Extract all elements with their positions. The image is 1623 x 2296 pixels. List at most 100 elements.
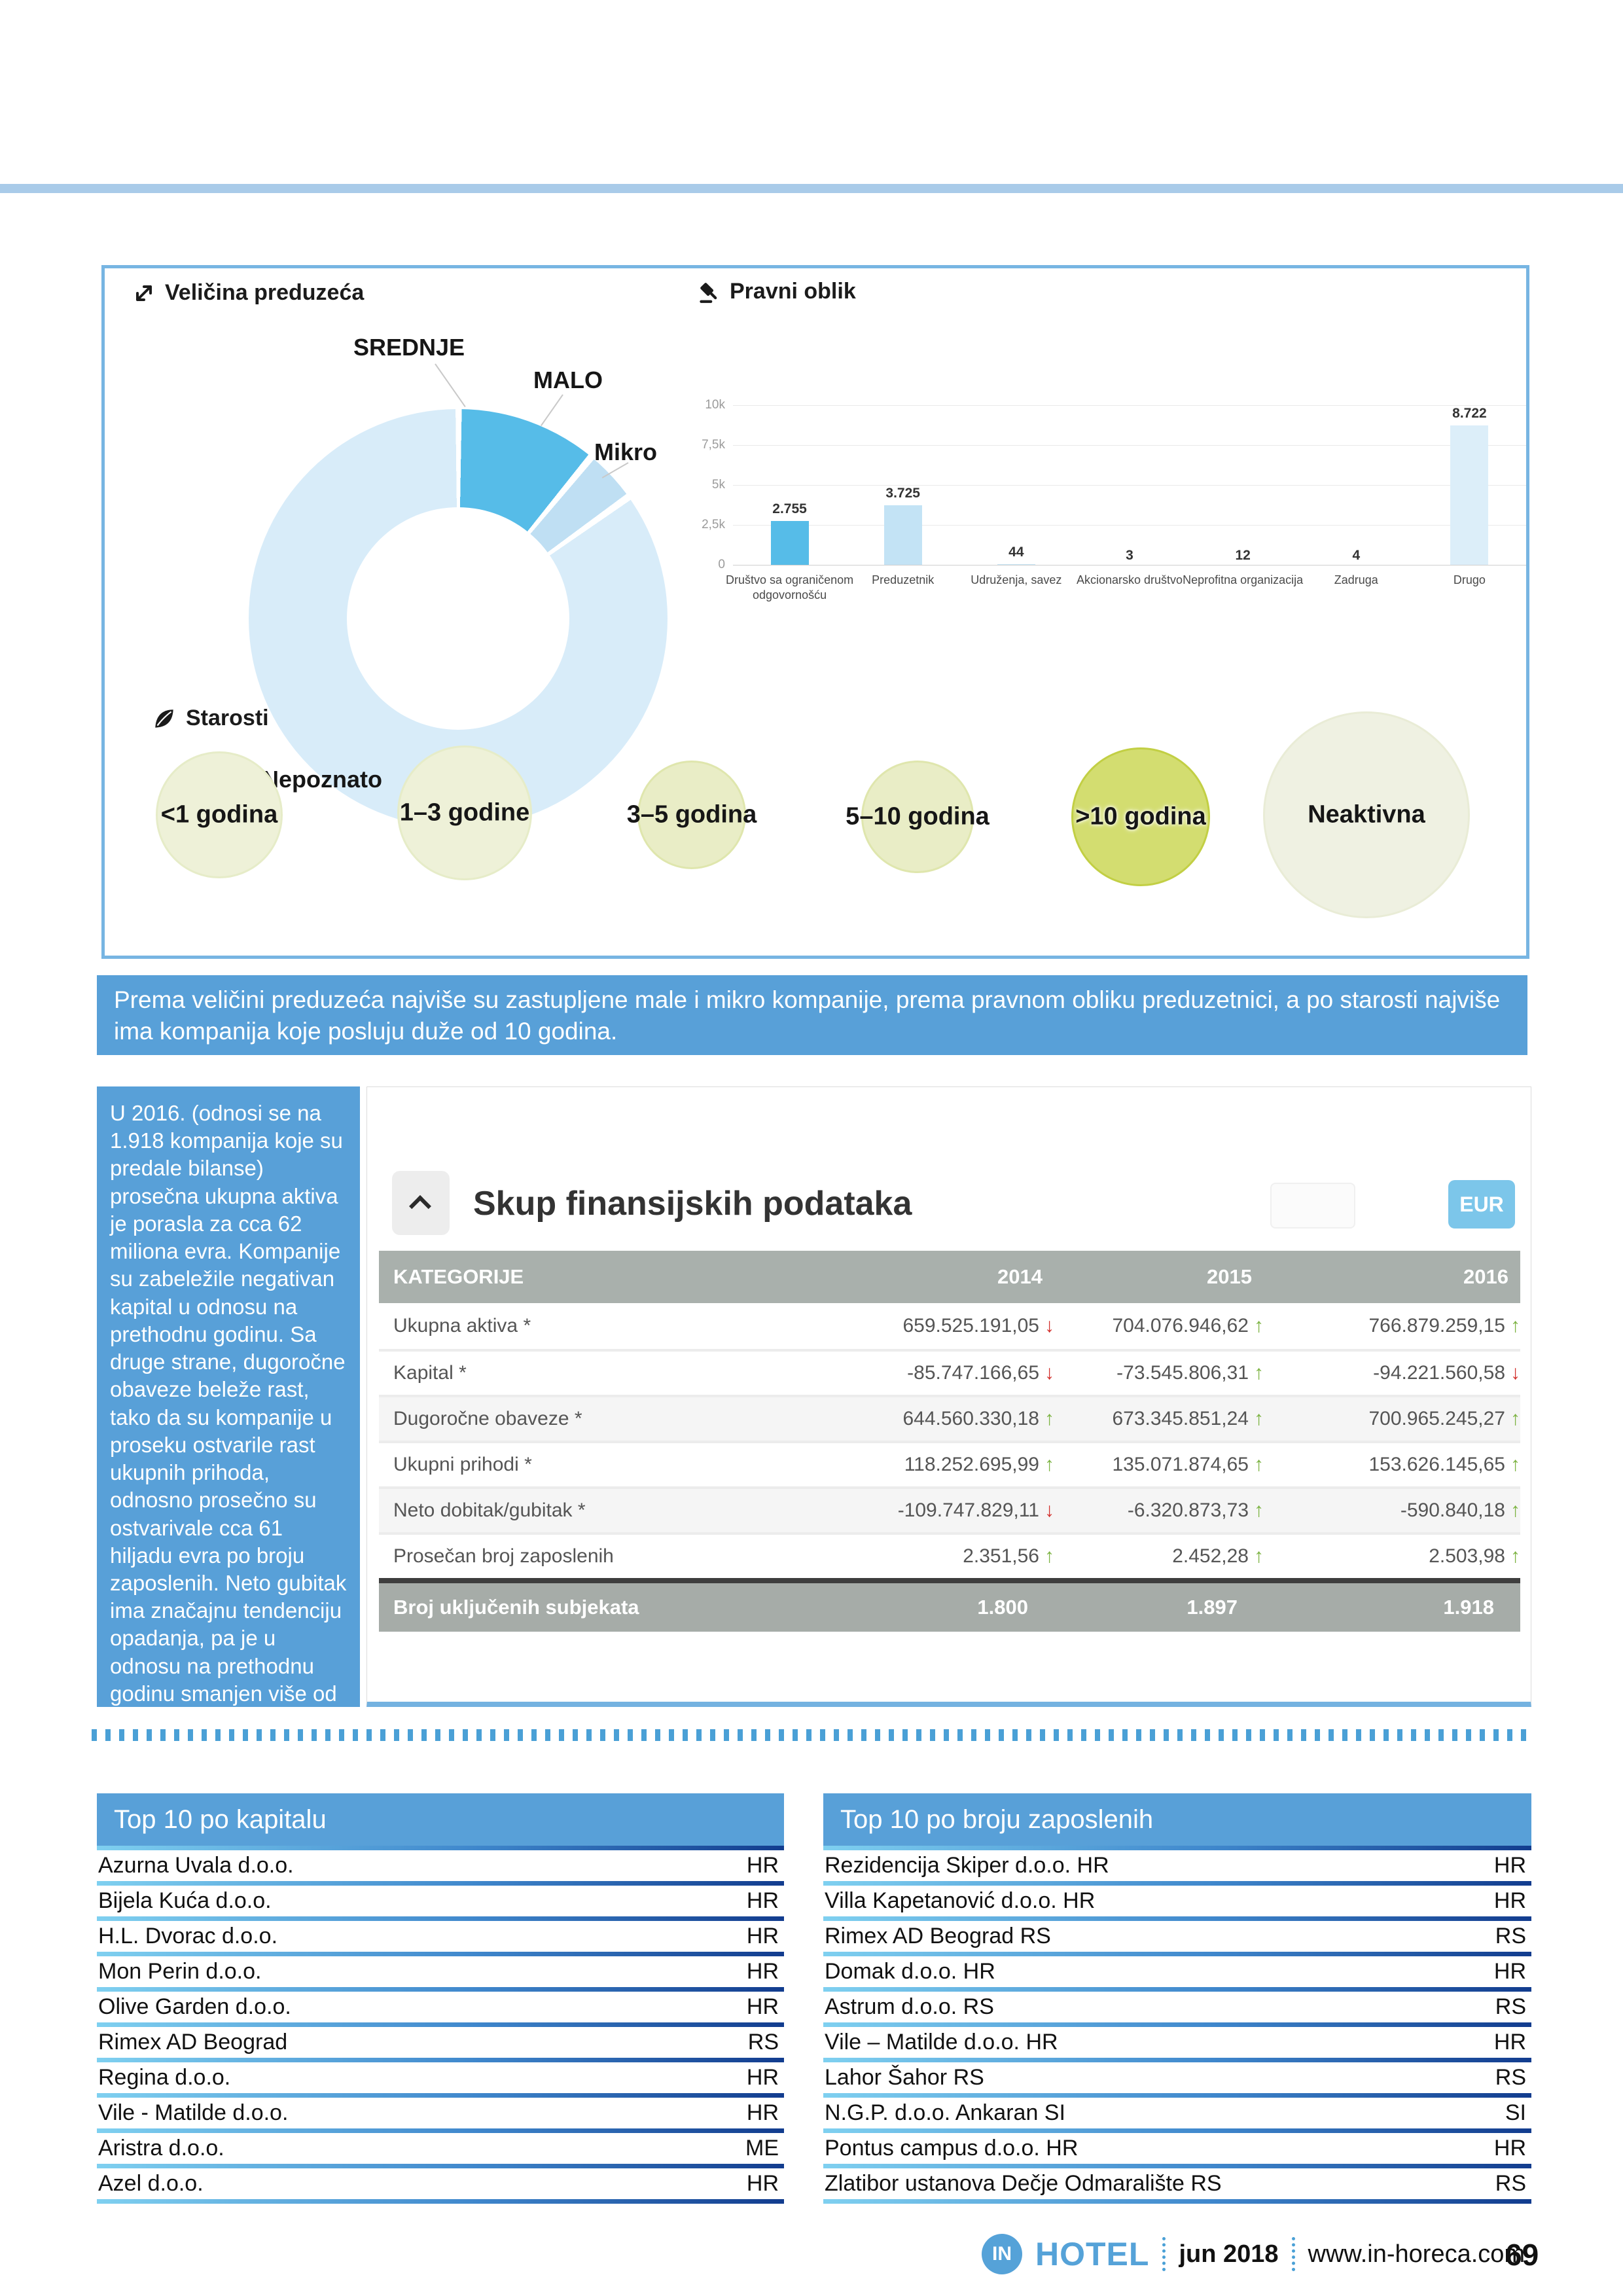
y-axis-tick: 10k bbox=[705, 398, 725, 412]
age-bubble bbox=[397, 745, 532, 880]
legal-form-bar-chart: 10k 7,5k 5k 2,5k 0 2.755 Društvo sa ograničeno… bbox=[694, 398, 1531, 681]
table-row: H.L. Dvorac d.o.o. HR bbox=[97, 1921, 784, 1952]
row-separator bbox=[97, 2164, 784, 2168]
table-row: Zlatibor ustanova Dečje Odmaralište RS RS bbox=[823, 2168, 1531, 2199]
row-label: Ukupna aktiva * bbox=[393, 1315, 531, 1336]
financial-summary-panel: Skup finansijskih podataka EUR KATEGORIJ… bbox=[366, 1086, 1531, 1707]
donut-label-srednje: SREDNJE bbox=[353, 334, 465, 361]
size-section-title: Veličina preduzeća bbox=[165, 280, 365, 305]
financial-value: 153.626.145,65 ↑ bbox=[1264, 1454, 1520, 1476]
bar-value-label: 44 bbox=[1008, 545, 1024, 560]
table-row: Regina d.o.o. HR bbox=[97, 2062, 784, 2093]
legal-section-title: Pravni oblik bbox=[730, 279, 856, 304]
financial-value: 704.076.946,62 ↑ bbox=[1054, 1315, 1264, 1337]
financial-value: 2.503,98 ↑ bbox=[1264, 1545, 1520, 1568]
financial-value: 659.525.191,05 ↓ bbox=[819, 1315, 1054, 1337]
company-name: Domak d.o.o. HR bbox=[825, 1959, 995, 1984]
panel-title: Skup finansijskih podataka bbox=[473, 1185, 912, 1223]
dotted-divider-icon bbox=[1291, 2237, 1295, 2271]
value-number: 118.252.695,99 bbox=[904, 1454, 1039, 1475]
donut-label-malo: MALO bbox=[533, 367, 603, 393]
company-name: N.G.P. d.o.o. Ankaran SI bbox=[825, 2100, 1065, 2125]
page-footer: IN HOTEL jun 2018 www.in-horeca.com bbox=[982, 2231, 1525, 2278]
table-row: Domak d.o.o. HR HR bbox=[823, 1956, 1531, 1987]
top10-capital-rows: Azurna Uvala d.o.o. HR Bijela Kuća d.o.o. H… bbox=[97, 1846, 784, 2204]
company-stats-panel: Veličina preduzeća SREDNJE MALO Mikro Ne… bbox=[101, 265, 1529, 959]
country-code: RS bbox=[1495, 1924, 1526, 1948]
financial-value: -94.221.560,58 ↓ bbox=[1264, 1362, 1520, 1384]
age-bubble-label: Neaktivna bbox=[1308, 800, 1425, 829]
age-bubble-label: >10 godina bbox=[1075, 802, 1206, 831]
bar-category-label: Akcionarsko društvo bbox=[1076, 573, 1183, 586]
caption-bar: Prema veličini preduzeća najviše su zast… bbox=[97, 975, 1527, 1055]
financial-value: 2.452,28 ↑ bbox=[1054, 1545, 1264, 1568]
country-code: HR bbox=[1493, 2030, 1526, 2054]
company-name: Rimex AD Beograd bbox=[98, 2030, 288, 2054]
bar bbox=[1450, 425, 1489, 565]
row-separator bbox=[97, 2022, 784, 2027]
company-name: Rezidencija Skiper d.o.o. HR bbox=[825, 1853, 1109, 1878]
page-number: 69 bbox=[1505, 2238, 1539, 2272]
watermark-box bbox=[1270, 1183, 1355, 1229]
column-header-2015: 2015 bbox=[1207, 1265, 1252, 1288]
financial-value: 135.071.874,65 ↑ bbox=[1054, 1454, 1264, 1476]
bar-value-label: 8.722 bbox=[1452, 406, 1487, 421]
country-code: HR bbox=[746, 1924, 779, 1948]
column-header-2016: 2016 bbox=[1463, 1265, 1508, 1288]
trend-up-icon: ↑ bbox=[1254, 1454, 1264, 1475]
value-number: -85.747.166,65 bbox=[907, 1362, 1039, 1384]
age-bubble bbox=[156, 751, 283, 878]
country-code: HR bbox=[1493, 1888, 1526, 1913]
row-separator bbox=[97, 2199, 784, 2204]
row-separator bbox=[823, 2058, 1531, 2062]
trend-down-icon: ↓ bbox=[1044, 1362, 1054, 1384]
country-code: HR bbox=[746, 2100, 779, 2125]
value-number: -73.545.806,31 bbox=[1116, 1362, 1249, 1384]
trend-up-icon: ↑ bbox=[1254, 1315, 1264, 1336]
financial-value: -109.747.829,11 ↓ bbox=[819, 1499, 1054, 1522]
company-name: Vile – Matilde d.o.o. HR bbox=[825, 2030, 1058, 2054]
financial-row: Kapital * -85.747.166,65 ↓ -73.545.806,31 ↑ -… bbox=[379, 1349, 1520, 1395]
y-axis-tick: 7,5k bbox=[702, 438, 725, 452]
trend-up-icon: ↑ bbox=[1510, 1499, 1520, 1521]
country-code: HR bbox=[746, 2171, 779, 2196]
trend-down-icon: ↓ bbox=[1044, 1315, 1054, 1336]
row-separator bbox=[97, 2128, 784, 2133]
financial-table-header: KATEGORIJE 2014 2015 2016 bbox=[379, 1251, 1520, 1303]
y-axis-tick: 2,5k bbox=[702, 518, 725, 531]
table-row: Lahor Šahor RS RS bbox=[823, 2062, 1531, 2093]
website-url: www.in-horeca.com bbox=[1308, 2240, 1525, 2268]
trend-down-icon: ↓ bbox=[1510, 1362, 1520, 1384]
row-separator bbox=[823, 1987, 1531, 1992]
top10-employees-rows: Rezidencija Skiper d.o.o. HR HR Villa Kape… bbox=[823, 1846, 1531, 2204]
value-number: 2.503,98 bbox=[1429, 1545, 1505, 1567]
company-name: H.L. Dvorac d.o.o. bbox=[98, 1924, 278, 1948]
age-bubble bbox=[861, 761, 974, 873]
age-bubble-label: <1 godina bbox=[160, 800, 278, 829]
company-name: Regina d.o.o. bbox=[98, 2065, 231, 2090]
bar-category-label: Drugo bbox=[1453, 573, 1486, 586]
row-label: Ukupni prihodi * bbox=[393, 1454, 532, 1475]
currency-badge[interactable]: EUR bbox=[1448, 1180, 1515, 1229]
row-separator bbox=[823, 1846, 1531, 1850]
gridline bbox=[733, 485, 1526, 486]
value-number: 644.560.330,18 bbox=[902, 1408, 1039, 1429]
age-bubble-label: 3–5 godina bbox=[626, 800, 757, 829]
table-row: Vile – Matilde d.o.o. HR HR bbox=[823, 2027, 1531, 2058]
trend-up-icon: ↑ bbox=[1044, 1408, 1054, 1429]
top10-employees-table: Top 10 po broju zaposlenih Rezidencija S… bbox=[823, 1793, 1531, 2204]
row-label: Dugoročne obaveze * bbox=[393, 1408, 582, 1429]
dotted-separator bbox=[92, 1729, 1531, 1741]
collapse-button[interactable] bbox=[392, 1171, 450, 1235]
trend-up-icon: ↑ bbox=[1510, 1315, 1520, 1336]
financial-row: Prosečan broj zaposlenih 2.351,56 ↑ 2.452,2… bbox=[379, 1532, 1520, 1578]
age-bubble-label: 1–3 godine bbox=[399, 798, 530, 827]
footer-value-2014: 1.800 bbox=[977, 1596, 1028, 1619]
country-code: ME bbox=[745, 2136, 779, 2161]
hotel-logo-text: HOTEL bbox=[1035, 2236, 1150, 2272]
company-name: Pontus campus d.o.o. HR bbox=[825, 2136, 1079, 2161]
country-code: RS bbox=[1495, 2065, 1526, 2090]
age-bubble bbox=[637, 761, 746, 869]
company-name: Vile - Matilde d.o.o. bbox=[98, 2100, 289, 2125]
top10-capital-header: Top 10 po kapitalu bbox=[97, 1793, 784, 1846]
